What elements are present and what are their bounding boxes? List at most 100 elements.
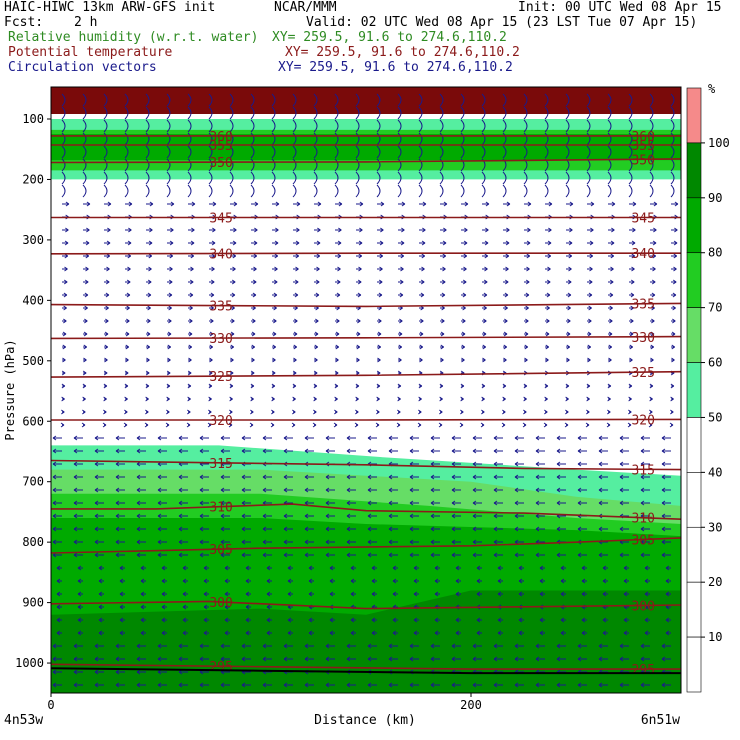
vector-arrow: [287, 617, 293, 623]
contour-label: 315: [631, 463, 654, 478]
vector-arrow: [367, 643, 377, 649]
vector-arrow: [334, 383, 339, 389]
vector-arrow: [640, 500, 650, 506]
vector-arrow: [565, 396, 569, 402]
vector-arrow: [539, 630, 545, 636]
colorbar-swatch: [686, 307, 702, 363]
vector-arrow: [199, 500, 209, 506]
vector-arrow: [251, 266, 257, 272]
vector-arrow: [182, 565, 188, 571]
vector-arrow: [438, 422, 443, 428]
y-tick-label: 600: [22, 414, 44, 428]
vector-arrow: [644, 591, 650, 597]
vector-arrow: [308, 578, 314, 584]
vector-arrow: [251, 253, 258, 259]
vector-arrow: [292, 119, 297, 133]
vector-arrow: [409, 552, 419, 558]
vector-arrow: [52, 526, 62, 532]
vector-arrow: [329, 565, 335, 571]
vector-arrow: [566, 253, 573, 259]
vector-arrow: [502, 106, 507, 120]
vector-arrow: [544, 409, 548, 415]
vector-arrow: [224, 591, 230, 597]
vector-arrow: [124, 132, 129, 146]
vector-arrow: [602, 591, 608, 597]
theta-contour-295: [50, 663, 681, 670]
vector-arrow: [461, 318, 466, 324]
vector-arrow: [325, 448, 335, 454]
vector-arrow: [313, 106, 318, 120]
vector-arrow: [502, 119, 507, 133]
vector-arrow: [220, 500, 230, 506]
vector-arrow: [61, 396, 65, 402]
vector-arrow: [503, 240, 510, 246]
vector-arrow: [430, 552, 440, 558]
vector-arrow: [451, 526, 461, 532]
vector-arrow: [565, 106, 570, 120]
vector-arrow: [346, 539, 356, 545]
vector-arrow: [376, 383, 381, 389]
x-axis: 0 200: [47, 693, 482, 712]
vector-arrow: [119, 565, 125, 571]
vector-arrow: [94, 448, 104, 454]
fcst-label: Fcst:: [4, 15, 44, 30]
vector-arrow: [167, 331, 172, 337]
vector-arrow: [82, 396, 86, 402]
vector-arrow: [409, 435, 419, 441]
vector-arrow: [161, 565, 167, 571]
vector-arrow: [115, 500, 125, 506]
vector-arrow: [346, 526, 356, 532]
vector-arrow: [375, 422, 380, 428]
vector-arrow: [83, 357, 87, 363]
vector-arrow: [418, 119, 423, 133]
vector-arrow: [388, 513, 398, 519]
vector-arrow: [167, 227, 174, 233]
vector-arrow: [650, 253, 657, 259]
vector-arrow: [115, 474, 125, 480]
vector-arrow: [503, 357, 507, 363]
vector-arrow: [377, 331, 382, 337]
vector-arrow: [419, 201, 427, 207]
vector-arrow: [482, 279, 488, 285]
vector-arrow: [83, 279, 89, 285]
vector-arrow: [56, 591, 62, 597]
vector-arrow: [556, 552, 566, 558]
vector-arrow: [502, 93, 507, 107]
vector-arrow: [556, 474, 566, 480]
vector-arrow: [166, 370, 171, 376]
vector-arrow: [224, 617, 230, 623]
vector-arrow: [497, 578, 503, 584]
vector-arrow: [224, 578, 230, 584]
vector-arrow: [166, 132, 171, 146]
vector-arrow: [335, 253, 342, 259]
vector-arrow: [629, 344, 634, 350]
vector-arrow: [556, 448, 566, 454]
vector-arrow: [355, 158, 360, 172]
vector-arrow: [325, 682, 335, 688]
vector-arrow: [524, 357, 528, 363]
vector-arrow: [661, 682, 671, 688]
vector-arrow: [524, 344, 529, 350]
vector-arrow: [199, 474, 209, 480]
vector-arrow: [104, 201, 112, 207]
vector-arrow: [124, 93, 129, 107]
vector-arrow: [124, 396, 128, 402]
vector-arrow: [493, 526, 503, 532]
vector-arrow: [560, 565, 566, 571]
vector-arrow: [587, 201, 595, 207]
vector-arrow: [388, 435, 398, 441]
vector-arrow: [115, 526, 125, 532]
contour-label: 345: [209, 212, 232, 227]
vector-arrow: [335, 201, 343, 207]
vector-arrow: [503, 201, 511, 207]
colorbar-tick-label: 90: [708, 191, 722, 205]
vector-arrow: [640, 552, 650, 558]
vector-arrow: [418, 106, 423, 120]
vector-arrow: [451, 487, 461, 493]
vector-arrow: [241, 552, 251, 558]
vector-arrow: [587, 292, 593, 298]
colorbar-swatch: [686, 252, 702, 308]
vector-arrow: [430, 513, 440, 519]
vector-arrow: [125, 240, 132, 246]
vector-arrow: [607, 119, 612, 133]
